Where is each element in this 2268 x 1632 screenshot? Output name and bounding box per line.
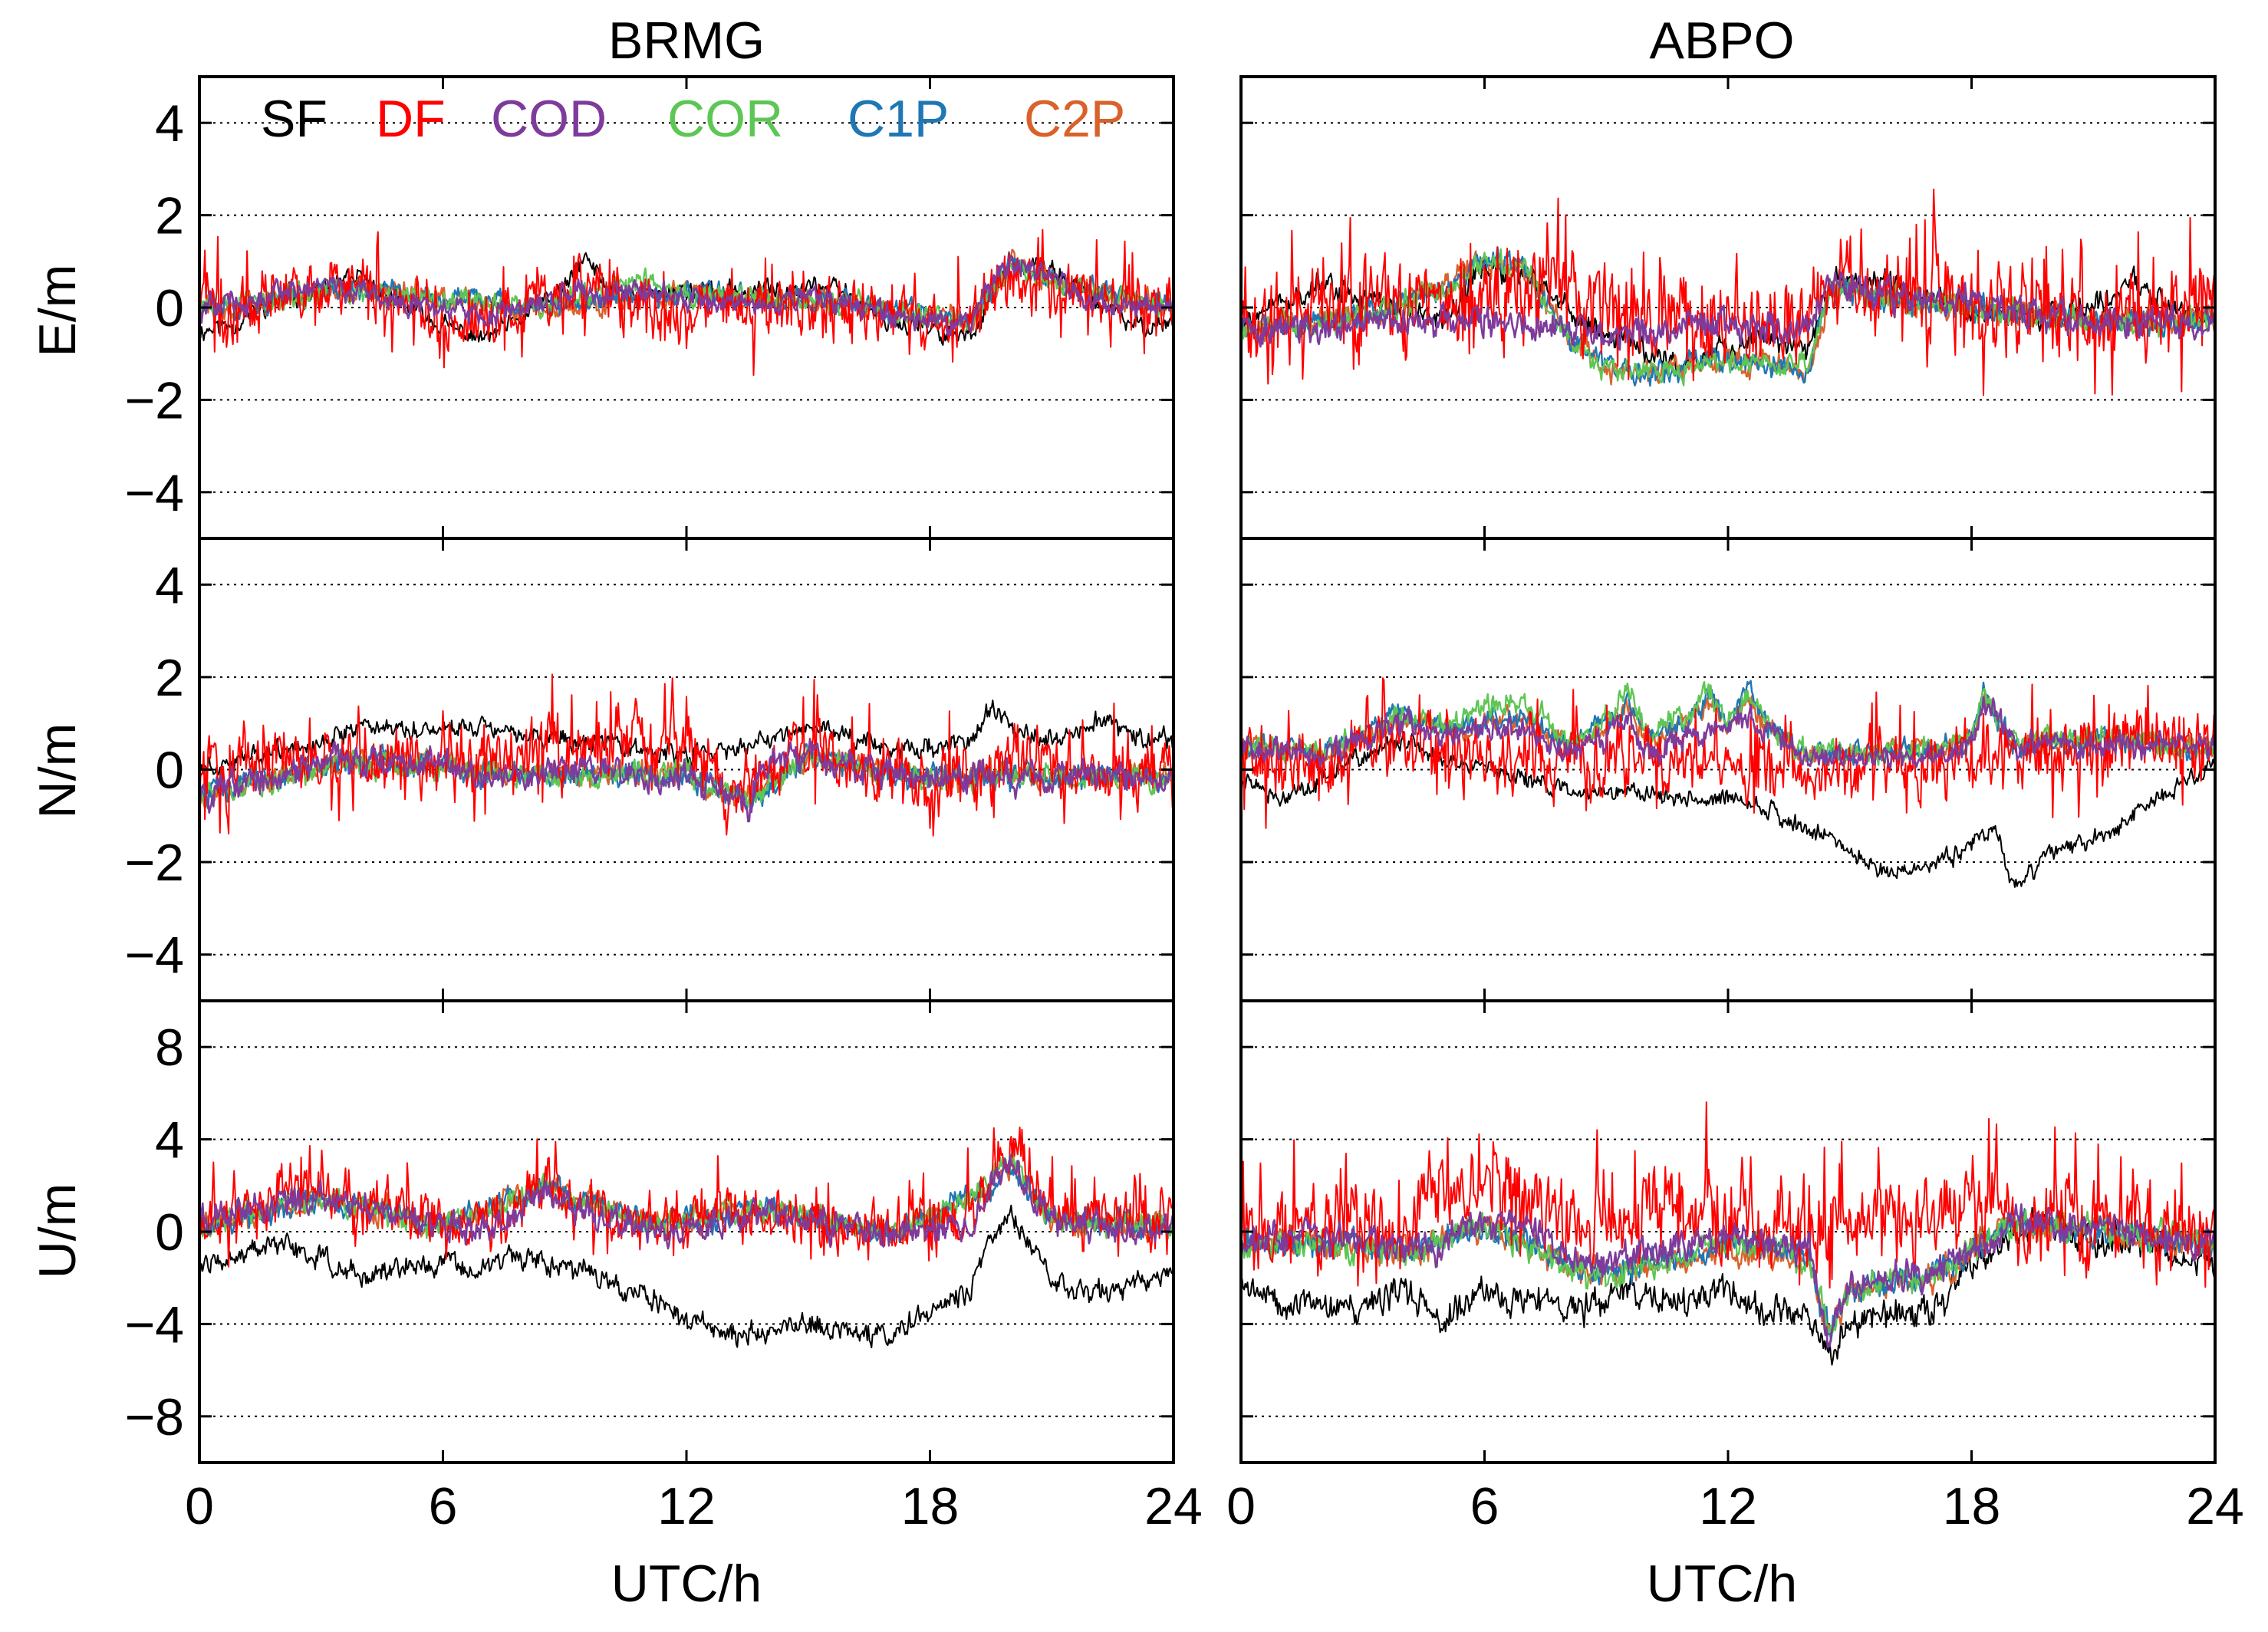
series-line-cod (199, 739, 1174, 823)
legend: SF DF COD COR C1P C2P (261, 90, 1125, 148)
ytick-label: 4 (155, 1111, 184, 1170)
legend-label-cod: COD (491, 90, 607, 148)
xtick-label: 0 (1226, 1477, 1256, 1535)
series-line-sf (199, 1204, 1174, 1348)
column-title-abpo: ABPO (1650, 12, 1795, 70)
series-line-sf (199, 699, 1174, 776)
series-line-df (1241, 677, 2215, 829)
xlabel-brmg: UTC/h (611, 1555, 762, 1613)
legend-label-df: DF (376, 90, 446, 148)
series-line-df (199, 1127, 1174, 1268)
series-line-df (1241, 188, 2215, 396)
series-group (199, 229, 1174, 377)
ytick-label: 0 (155, 1203, 184, 1262)
ytick-label: −2 (124, 371, 184, 429)
series-line-cod (1241, 271, 2215, 351)
ytick-label: −4 (124, 1295, 184, 1354)
xlabel-abpo: UTC/h (1647, 1555, 1797, 1613)
series-line-cod (199, 255, 1174, 337)
series-line-cod (1241, 1203, 2215, 1348)
panel-brmg-n: 4 2 0 −2 −4 (124, 537, 1175, 1002)
legend-label-c2p: C2P (1024, 90, 1125, 148)
series-group (199, 1127, 1174, 1348)
xtick-label: 18 (1943, 1477, 2001, 1535)
series-group (199, 673, 1174, 837)
xtick-label: 24 (2186, 1477, 2244, 1535)
ytick-label: 4 (155, 94, 184, 153)
ytick-label: −4 (124, 926, 184, 985)
panel-abpo-n (1239, 537, 2217, 1002)
panel-abpo-u: 0 6 12 18 24 (1226, 999, 2244, 1535)
column-title-brmg: BRMG (608, 12, 765, 70)
xtick-label: 12 (1699, 1477, 1757, 1535)
series-group (1241, 1101, 2215, 1366)
legend-label-sf: SF (261, 90, 328, 148)
ylabel-east: E/m (28, 265, 87, 357)
series-line-sf (1241, 731, 2215, 888)
series-group (1241, 677, 2215, 888)
legend-label-cor: COR (667, 90, 783, 148)
ytick-label: 4 (155, 556, 184, 614)
panel-brmg-u: 840−4−80 6 12 18 24 (124, 999, 1203, 1535)
ytick-label: −8 (124, 1388, 184, 1446)
series-line-df (1241, 1101, 2215, 1289)
series-line-cod (1241, 696, 2215, 769)
xtick-label: 18 (901, 1477, 960, 1535)
xtick-label: 24 (1144, 1477, 1203, 1535)
ytick-label: 2 (155, 649, 184, 707)
ylabel-north: N/m (28, 723, 87, 819)
xtick-label: 6 (1470, 1477, 1499, 1535)
ytick-label: 0 (155, 279, 184, 337)
series-line-cod (199, 1153, 1174, 1250)
ylabel-up: U/m (28, 1183, 87, 1279)
xtick-label: 6 (429, 1477, 458, 1535)
panel-brmg-e: 4 2 0 −2 −4 (124, 75, 1175, 540)
ytick-label: −4 (124, 464, 184, 522)
series-group (1241, 188, 2215, 396)
legend-label-c1p: C1P (848, 90, 949, 148)
ytick-label: −2 (124, 834, 184, 892)
xtick-label: 0 (185, 1477, 214, 1535)
xtick-label: 12 (657, 1477, 716, 1535)
ytick-label: 0 (155, 742, 184, 800)
panel-abpo-e (1239, 75, 2217, 540)
ytick-label: 8 (155, 1018, 184, 1077)
ytick-label: 2 (155, 187, 184, 245)
